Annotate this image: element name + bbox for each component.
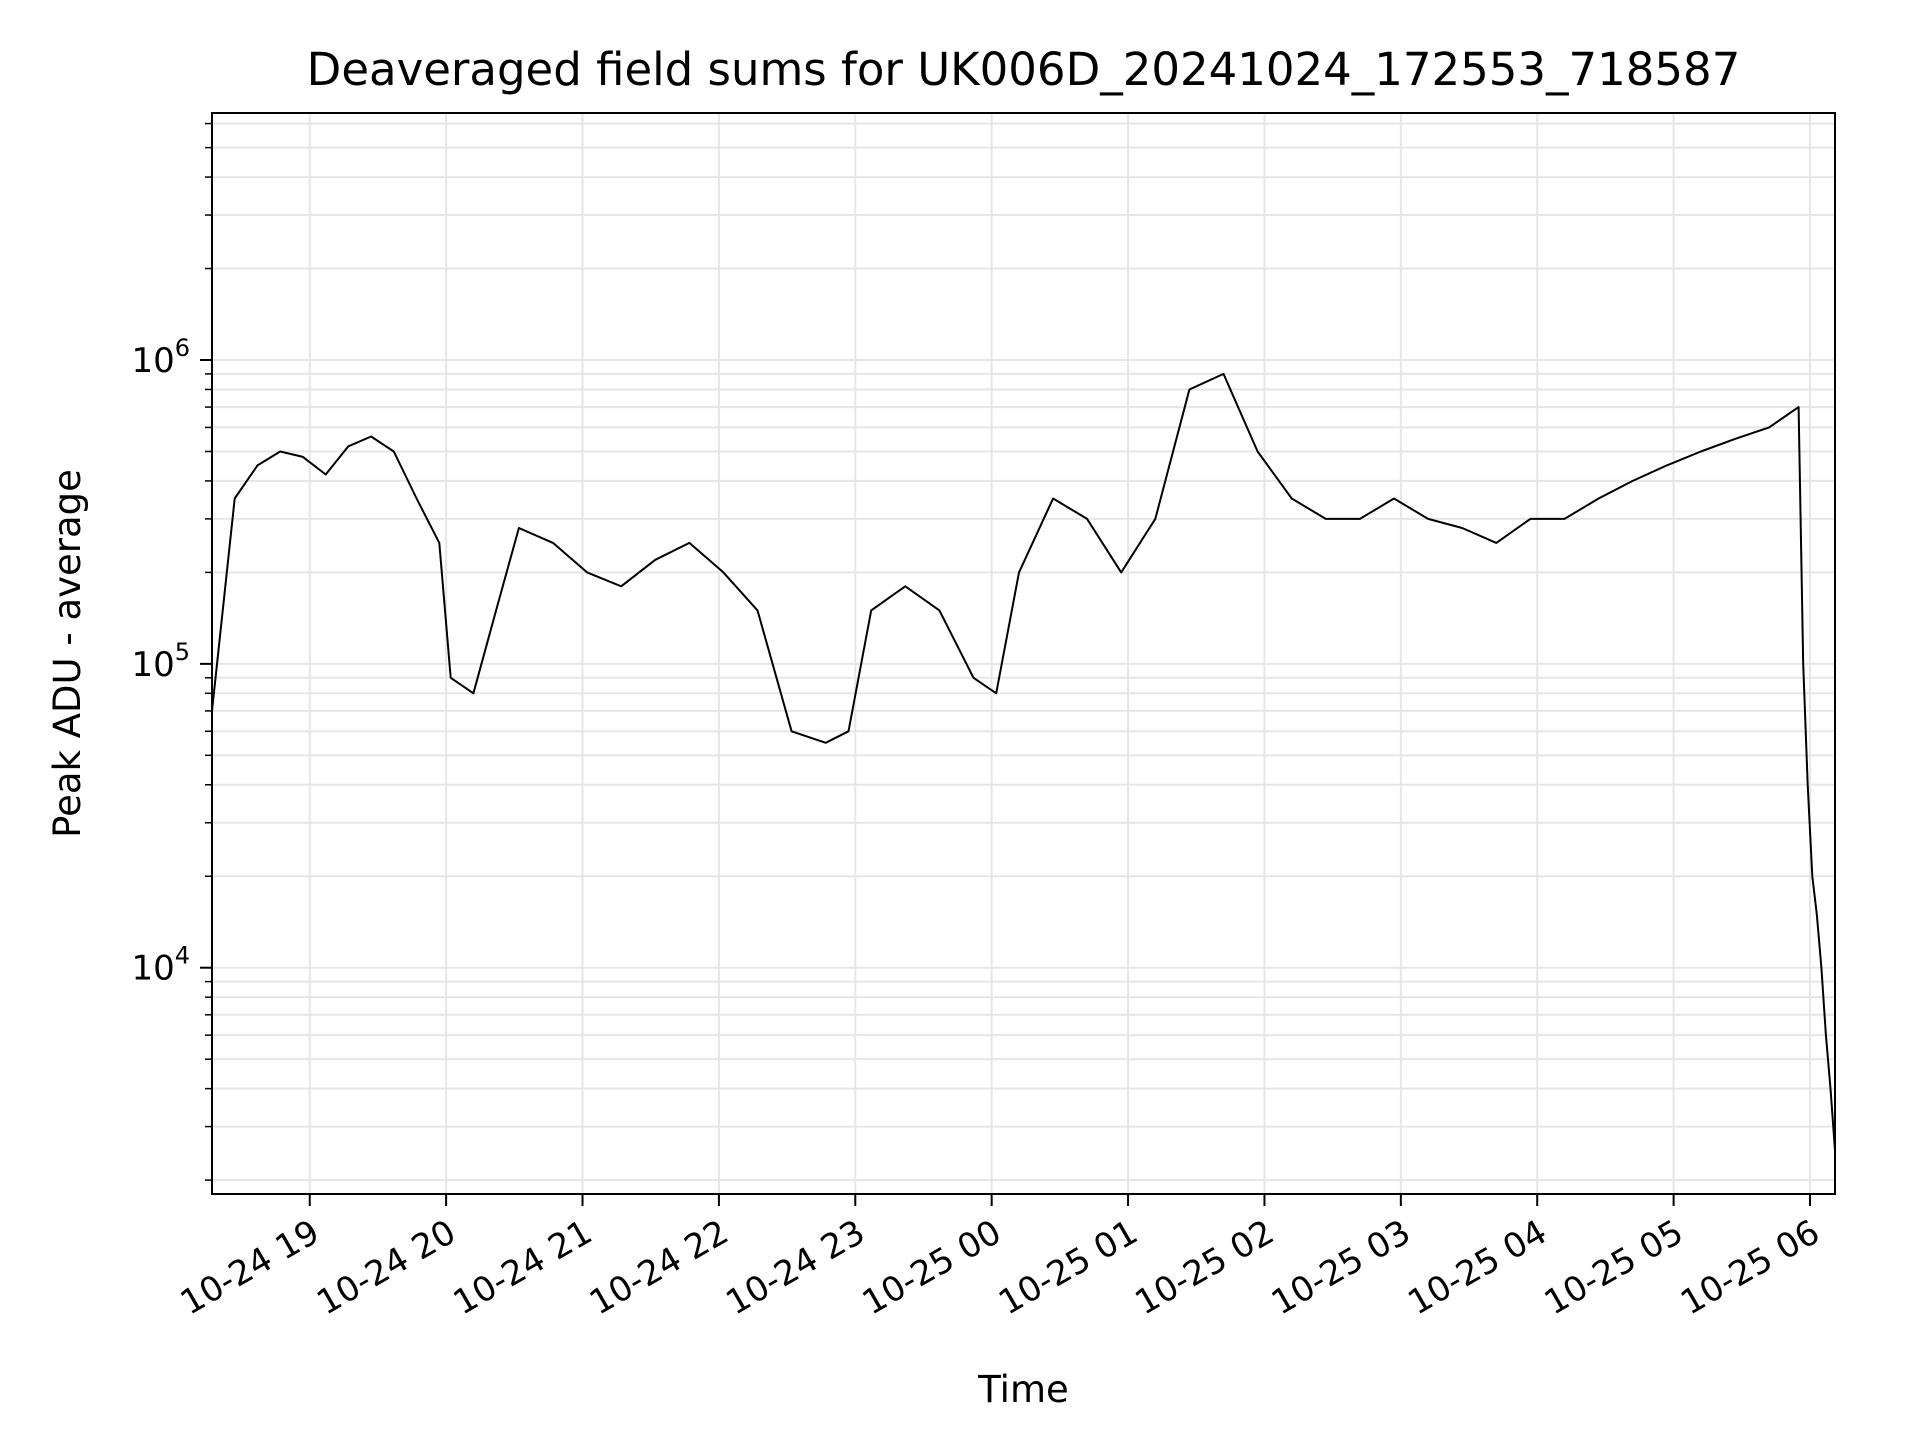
grid [212, 113, 1835, 1194]
y-tick-label: 104 [131, 942, 190, 989]
series-line-0 [211, 372, 1836, 1151]
y-tick-exponent: 6 [175, 334, 190, 362]
series-group [211, 372, 1836, 1151]
y-tick-base: 10 [131, 949, 174, 989]
y-tick-exponent: 5 [175, 638, 190, 666]
chart-title: Deaveraged field sums for UK006D_2024102… [307, 43, 1741, 96]
y-tick-exponent: 4 [175, 942, 190, 970]
y-tick-base: 10 [131, 645, 174, 685]
y-tick-base: 10 [131, 341, 174, 381]
x-axis-label: Time [977, 1368, 1069, 1411]
y-axis-label: Peak ADU - average [46, 469, 89, 838]
y-tick-label: 106 [131, 334, 190, 381]
plot-frame [211, 112, 1836, 1195]
y-tick-label: 105 [131, 638, 190, 685]
